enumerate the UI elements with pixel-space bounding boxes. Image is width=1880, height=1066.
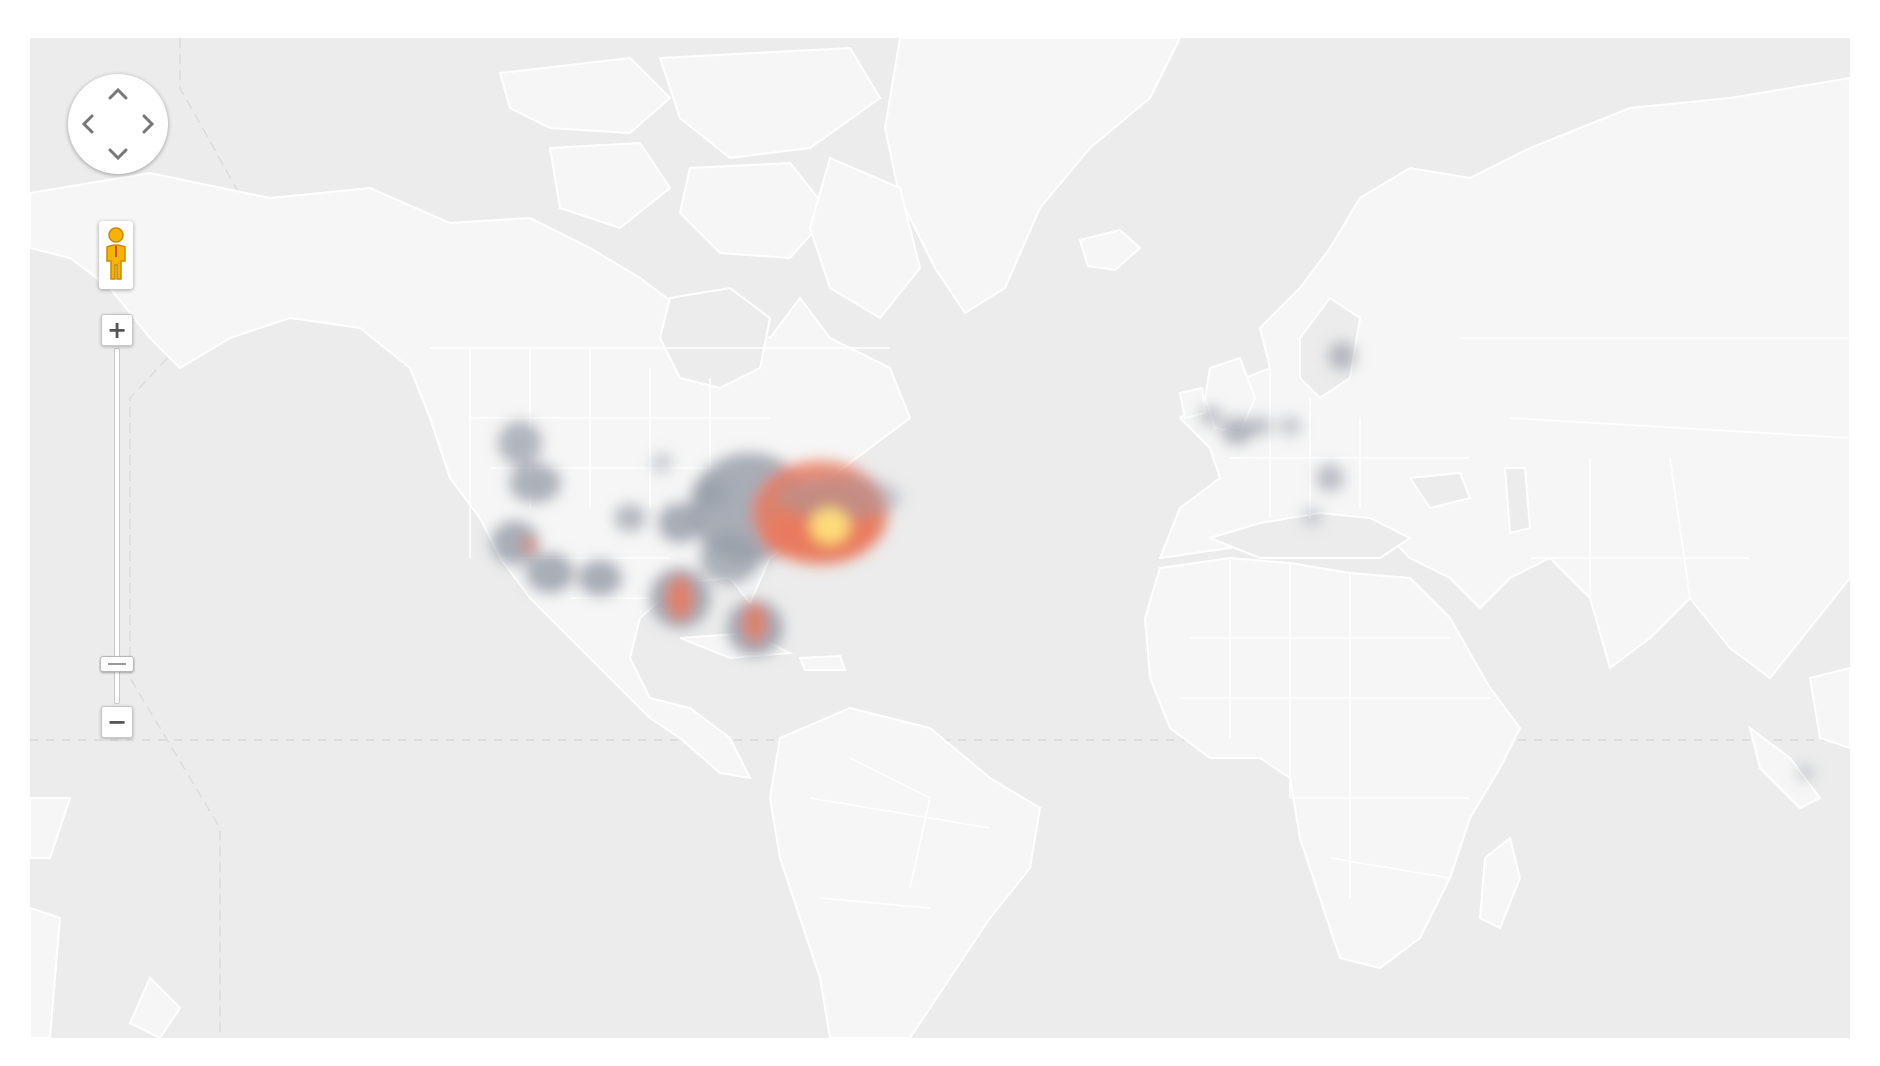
heat-point bbox=[778, 476, 902, 520]
heat-point bbox=[614, 504, 646, 532]
hudson-bay bbox=[658, 286, 772, 390]
heat-point bbox=[1199, 406, 1223, 426]
handle-grip-icon bbox=[108, 663, 126, 665]
zoom-in-button[interactable]: + bbox=[101, 314, 133, 346]
madagascar-island bbox=[1478, 836, 1522, 930]
new-zealand-island bbox=[128, 976, 182, 1038]
heat-point bbox=[1221, 417, 1253, 445]
chevron-right-icon[interactable] bbox=[136, 112, 160, 136]
pegman-button[interactable] bbox=[99, 221, 133, 289]
heat-point bbox=[1278, 416, 1302, 436]
heat-point bbox=[666, 576, 694, 620]
heat-point bbox=[1248, 416, 1272, 436]
caspian-sea bbox=[1503, 467, 1532, 535]
arctic-island bbox=[498, 56, 672, 135]
baffin-island bbox=[808, 156, 922, 320]
heat-point bbox=[498, 421, 542, 465]
heat-point bbox=[652, 453, 672, 473]
baltic-sea bbox=[1299, 296, 1362, 400]
falkland-edge bbox=[30, 797, 72, 859]
heat-point bbox=[1328, 342, 1356, 370]
black-sea bbox=[1408, 471, 1472, 510]
iceland-landmass bbox=[1078, 228, 1142, 272]
africa-landmass bbox=[1143, 556, 1522, 970]
arctic-island bbox=[658, 46, 882, 160]
minus-icon: − bbox=[106, 708, 128, 736]
world-map[interactable] bbox=[30, 38, 1850, 1038]
plus-icon: + bbox=[106, 316, 128, 344]
pegman-icon bbox=[106, 227, 126, 280]
borneo-island bbox=[1808, 666, 1850, 750]
country-borders bbox=[430, 337, 1850, 909]
chevron-up-icon[interactable] bbox=[106, 82, 130, 106]
heat-point bbox=[526, 553, 574, 593]
greenland-landmass bbox=[883, 38, 1182, 315]
chevron-down-icon[interactable] bbox=[106, 142, 130, 166]
heat-point bbox=[763, 520, 811, 556]
australia-edge bbox=[30, 906, 62, 1038]
arctic-island bbox=[678, 161, 832, 260]
hispaniola-island bbox=[798, 654, 847, 671]
arctic-island bbox=[548, 141, 672, 230]
heat-point bbox=[700, 532, 760, 584]
pan-control bbox=[68, 74, 168, 174]
zoom-out-button[interactable]: − bbox=[101, 706, 133, 738]
heat-point bbox=[810, 508, 850, 544]
zoom-slider-handle[interactable] bbox=[100, 656, 134, 672]
heat-point bbox=[1302, 506, 1322, 526]
heat-point bbox=[509, 463, 561, 503]
chevron-left-icon[interactable] bbox=[76, 112, 100, 136]
heat-point bbox=[1316, 464, 1344, 492]
mediterranean-sea bbox=[1206, 511, 1412, 559]
heat-point bbox=[578, 560, 622, 596]
heat-point bbox=[1797, 765, 1813, 781]
heat-point bbox=[523, 538, 537, 552]
south-america-landmass bbox=[768, 706, 1042, 1038]
map-canvas[interactable]: + − bbox=[30, 38, 1850, 1038]
sumatra-island bbox=[1748, 725, 1822, 810]
zoom-slider-track[interactable] bbox=[114, 348, 120, 704]
heat-point bbox=[743, 603, 767, 643]
eurasia-landmass bbox=[1158, 76, 1850, 680]
date-line bbox=[129, 38, 271, 1038]
heat-point bbox=[491, 521, 539, 565]
heatmap-layer bbox=[491, 342, 1813, 781]
